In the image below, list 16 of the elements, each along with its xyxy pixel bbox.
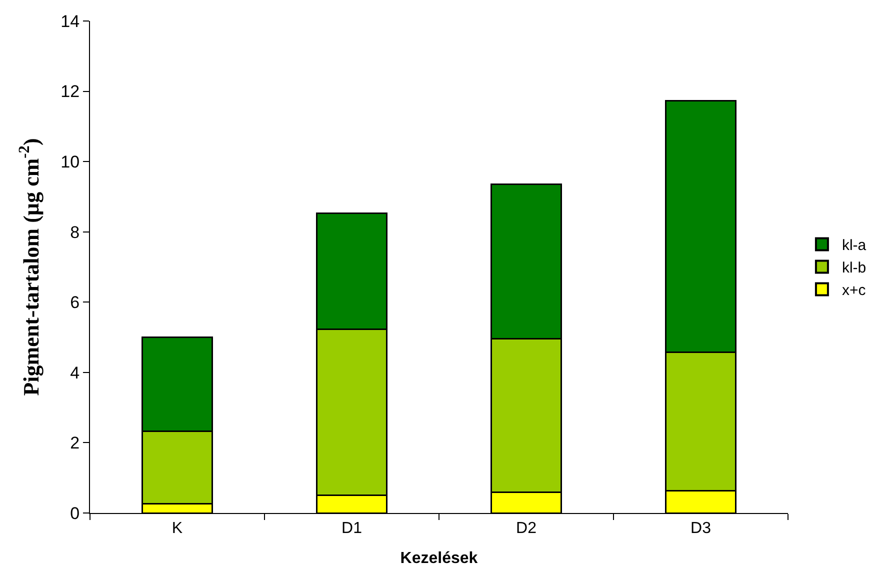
legend-label: kl-b	[842, 260, 866, 277]
y-tick-label: 6	[70, 293, 80, 312]
legend-label: kl-a	[842, 237, 867, 254]
y-tick-label: 14	[60, 12, 80, 31]
y-tick-label: 10	[60, 152, 80, 172]
y-tick-label: 2	[70, 434, 80, 453]
y-tick-label: 12	[60, 82, 80, 102]
x-tick-label: K	[172, 520, 183, 538]
x-axis-title: Kezelések	[400, 550, 478, 567]
y-tick-label: 0	[70, 504, 80, 523]
legend-label: x+c	[842, 282, 866, 300]
y-tick-label: 8	[70, 222, 80, 242]
y-tick-label: 4	[70, 363, 80, 382]
x-tick-label: D3	[690, 520, 712, 538]
x-tick-label: D2	[516, 520, 537, 538]
x-tick-label: D1	[342, 520, 362, 538]
